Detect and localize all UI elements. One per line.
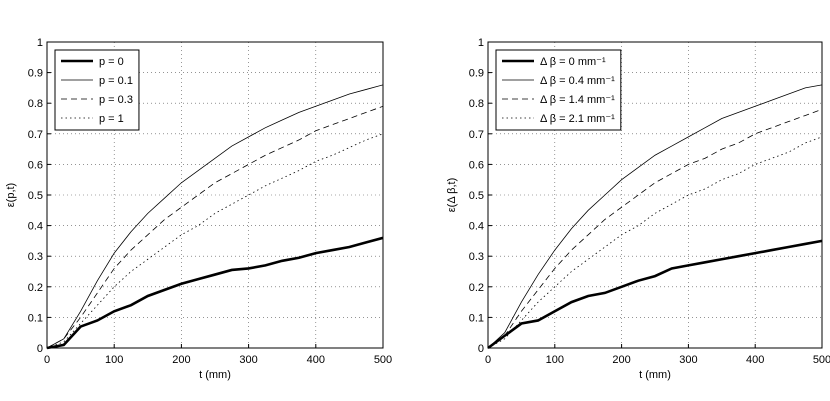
x-tick-label: 400 — [307, 354, 325, 366]
y-tick-label: 0.4 — [28, 221, 43, 233]
legend-box — [495, 49, 622, 131]
x-tick-label: 100 — [105, 354, 123, 366]
axes-frame — [46, 41, 384, 349]
y-tick-label: 0.7 — [469, 129, 484, 141]
series-line — [46, 133, 384, 349]
y-tick-label: 1 — [37, 37, 43, 49]
x-tick-label: 300 — [239, 354, 257, 366]
x-tick-label: 400 — [746, 354, 764, 366]
x-axis-label: t (mm) — [639, 369, 671, 381]
subplot: 0 0.1 0.2 0.3 0.4 0.5 0.6 0.7 0.8 0.9 1 0 100 200 300 4… — [446, 37, 830, 381]
y-axis-label: ε(p,t) — [5, 183, 17, 207]
y-tick-label: 0 — [478, 343, 484, 355]
y-tick-label: 0.7 — [28, 129, 43, 141]
series-line — [487, 239, 823, 350]
series-line — [46, 236, 384, 350]
legend-label: Δ β = 0 mm⁻¹ — [540, 56, 606, 68]
series-line — [46, 84, 384, 349]
x-tick-label: 0 — [485, 354, 491, 366]
legend-label: Δ β = 0.4 mm⁻¹ — [540, 75, 615, 87]
series-line — [46, 105, 384, 349]
y-tick-label: 0.8 — [469, 98, 484, 110]
y-tick-label: 0.9 — [28, 68, 43, 80]
x-tick-label: 200 — [172, 354, 190, 366]
y-tick-label: 0.2 — [469, 282, 484, 294]
series-line — [487, 84, 823, 349]
y-tick-label: 0.6 — [28, 159, 43, 171]
y-tick-label: 0.9 — [469, 68, 484, 80]
legend-label: Δ β = 2.1 mm⁻¹ — [540, 113, 615, 125]
y-tick-label: 0.1 — [469, 312, 484, 324]
series-line — [487, 108, 823, 349]
y-tick-label: 0.6 — [469, 159, 484, 171]
legend-label: p = 1 — [99, 113, 124, 125]
axes-frame — [487, 41, 823, 349]
y-tick-label: 0 — [37, 343, 43, 355]
x-axis-label: t (mm) — [199, 369, 231, 381]
y-tick-label: 0.5 — [28, 190, 43, 202]
legend-box — [54, 49, 140, 131]
x-tick-label: 500 — [374, 354, 392, 366]
x-tick-label: 500 — [813, 354, 830, 366]
y-tick-label: 0.5 — [469, 190, 484, 202]
y-tick-label: 0.8 — [28, 98, 43, 110]
legend-label: p = 0.1 — [99, 75, 133, 87]
y-tick-label: 0.4 — [469, 221, 484, 233]
legend-label: p = 0 — [99, 56, 124, 68]
y-tick-label: 0.1 — [28, 312, 43, 324]
legend-label: Δ β = 1.4 mm⁻¹ — [540, 94, 615, 106]
y-axis-label: ε(Δ β,t) — [446, 178, 458, 212]
x-tick-label: 100 — [546, 354, 564, 366]
subplot: 0 0.1 0.2 0.3 0.4 0.5 0.6 0.7 0.8 0.9 1 0 100 200 300 4… — [5, 37, 392, 381]
y-tick-label: 1 — [478, 37, 484, 49]
y-tick-label: 0.3 — [469, 251, 484, 263]
x-tick-label: 300 — [679, 354, 697, 366]
y-tick-label: 0.3 — [28, 251, 43, 263]
legend-label: p = 0.3 — [99, 94, 133, 106]
x-tick-label: 200 — [612, 354, 630, 366]
y-tick-label: 0.2 — [28, 282, 43, 294]
x-tick-label: 0 — [44, 354, 50, 366]
